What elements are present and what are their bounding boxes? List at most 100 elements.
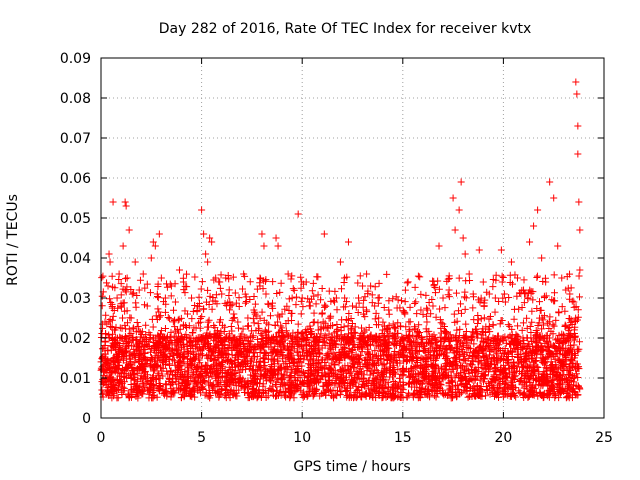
data-point (286, 374, 294, 382)
data-point (117, 302, 125, 310)
data-point (414, 394, 422, 402)
data-point (451, 360, 459, 368)
data-point (237, 359, 245, 367)
data-point (377, 354, 385, 362)
data-point (279, 352, 287, 360)
data-point (152, 375, 160, 383)
data-point (179, 278, 187, 286)
data-point (217, 271, 225, 279)
data-point (407, 353, 415, 361)
data-point (227, 386, 235, 394)
data-point (178, 365, 186, 373)
data-point (183, 324, 191, 332)
data-point (127, 314, 135, 322)
data-point (102, 377, 110, 385)
data-point (172, 366, 180, 374)
data-point (542, 364, 550, 372)
data-point (183, 381, 191, 389)
data-point (312, 385, 320, 393)
data-point (470, 340, 478, 348)
data-point (482, 323, 490, 331)
data-point (205, 316, 213, 324)
data-point (530, 389, 538, 397)
data-point (565, 371, 573, 379)
data-point (340, 382, 348, 390)
data-point (160, 389, 168, 397)
data-point (385, 297, 393, 305)
data-point (152, 312, 160, 320)
data-point (339, 334, 347, 342)
data-point (571, 333, 579, 341)
data-point (232, 382, 240, 390)
data-point (302, 326, 310, 334)
data-point (131, 353, 139, 361)
data-point (309, 279, 317, 287)
data-point (496, 320, 504, 328)
data-point (449, 194, 457, 202)
data-point (399, 365, 407, 373)
data-point (131, 359, 139, 367)
data-point (182, 389, 190, 397)
data-point (446, 331, 454, 339)
data-point (576, 226, 584, 234)
data-point (134, 394, 142, 402)
data-point (392, 381, 400, 389)
data-point (467, 375, 475, 383)
data-point (488, 359, 496, 367)
data-point (513, 332, 521, 340)
data-point (116, 372, 124, 380)
data-point (524, 370, 532, 378)
data-point (564, 384, 572, 392)
data-point (430, 281, 438, 289)
data-point (432, 313, 440, 321)
data-point (228, 316, 236, 324)
data-point (234, 324, 242, 332)
data-point (119, 365, 127, 373)
data-point (157, 327, 165, 335)
data-point (337, 285, 345, 293)
data-point (117, 346, 125, 354)
data-point (237, 349, 245, 357)
data-point (387, 355, 395, 363)
data-point (326, 377, 334, 385)
data-point (191, 356, 199, 364)
data-point (247, 357, 255, 365)
data-point (486, 312, 494, 320)
data-point (533, 363, 541, 371)
data-point (121, 332, 129, 340)
data-point (567, 367, 575, 375)
data-point (294, 328, 302, 336)
data-point (205, 332, 213, 340)
data-point (355, 299, 363, 307)
data-point (356, 363, 364, 371)
data-point (299, 391, 307, 399)
data-point (558, 303, 566, 311)
data-point (329, 354, 337, 362)
data-point (202, 250, 210, 258)
data-point (436, 333, 444, 341)
data-point (290, 361, 298, 369)
data-point (107, 322, 115, 330)
data-point (458, 375, 466, 383)
data-point (375, 314, 383, 322)
data-point (350, 363, 358, 371)
data-point (274, 374, 282, 382)
data-point (566, 370, 574, 378)
data-point (328, 356, 336, 364)
data-point (475, 354, 483, 362)
data-point (437, 342, 445, 350)
data-point (252, 367, 260, 375)
data-point (244, 314, 252, 322)
data-point (297, 310, 305, 318)
data-point (371, 347, 379, 355)
data-point (315, 349, 323, 357)
data-point (111, 326, 119, 334)
data-point (558, 330, 566, 338)
data-point (385, 390, 393, 398)
data-point (550, 194, 558, 202)
data-point (250, 375, 258, 383)
data-point (524, 393, 532, 401)
data-point (298, 329, 306, 337)
data-point (534, 392, 542, 400)
